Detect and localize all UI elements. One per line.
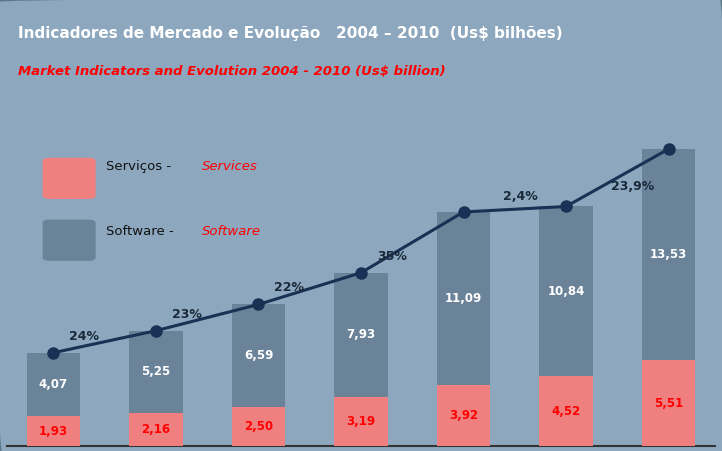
- Text: 3,92: 3,92: [449, 410, 478, 423]
- FancyBboxPatch shape: [43, 220, 95, 261]
- Text: Market Indicators and Evolution 2004 - 2010 (Us$ billion): Market Indicators and Evolution 2004 - 2…: [18, 65, 445, 78]
- Bar: [437, 385, 490, 446]
- Text: Indicadores de Mercado e Evolução   2004 – 2010  (Us$ bilhões): Indicadores de Mercado e Evolução 2004 –…: [18, 26, 562, 41]
- Text: 22%: 22%: [274, 281, 304, 295]
- Bar: [27, 353, 80, 416]
- Text: 5,25: 5,25: [142, 365, 170, 378]
- Bar: [642, 360, 695, 446]
- Bar: [232, 304, 285, 407]
- Bar: [642, 149, 695, 360]
- Text: 2,4%: 2,4%: [503, 190, 537, 203]
- Text: 2,50: 2,50: [244, 420, 273, 433]
- Text: Serviços -: Serviços -: [106, 160, 175, 173]
- Text: 4,07: 4,07: [39, 378, 68, 391]
- Bar: [232, 407, 285, 446]
- Text: 23%: 23%: [172, 308, 201, 321]
- Text: Services: Services: [202, 160, 258, 173]
- Text: Software: Software: [202, 225, 261, 238]
- Text: 23,9%: 23,9%: [611, 180, 654, 193]
- Bar: [334, 396, 388, 446]
- Text: 6,59: 6,59: [244, 350, 273, 363]
- Text: 35%: 35%: [377, 249, 406, 262]
- Text: Software -: Software -: [106, 225, 178, 238]
- Bar: [129, 331, 183, 413]
- Bar: [27, 416, 80, 446]
- Bar: [539, 376, 593, 446]
- Bar: [334, 273, 388, 396]
- Bar: [129, 413, 183, 446]
- Text: 1,93: 1,93: [39, 425, 68, 438]
- FancyBboxPatch shape: [43, 158, 95, 199]
- Text: 13,53: 13,53: [650, 248, 687, 261]
- Text: 24%: 24%: [69, 330, 99, 343]
- Bar: [437, 212, 490, 385]
- Text: 5,51: 5,51: [654, 397, 683, 410]
- Text: 3,19: 3,19: [347, 415, 375, 428]
- Text: 7,93: 7,93: [347, 328, 375, 341]
- Text: 11,09: 11,09: [445, 292, 482, 305]
- Text: 10,84: 10,84: [547, 285, 585, 298]
- Bar: [539, 207, 593, 376]
- Text: 4,52: 4,52: [552, 405, 580, 418]
- Text: 2,16: 2,16: [142, 423, 170, 436]
